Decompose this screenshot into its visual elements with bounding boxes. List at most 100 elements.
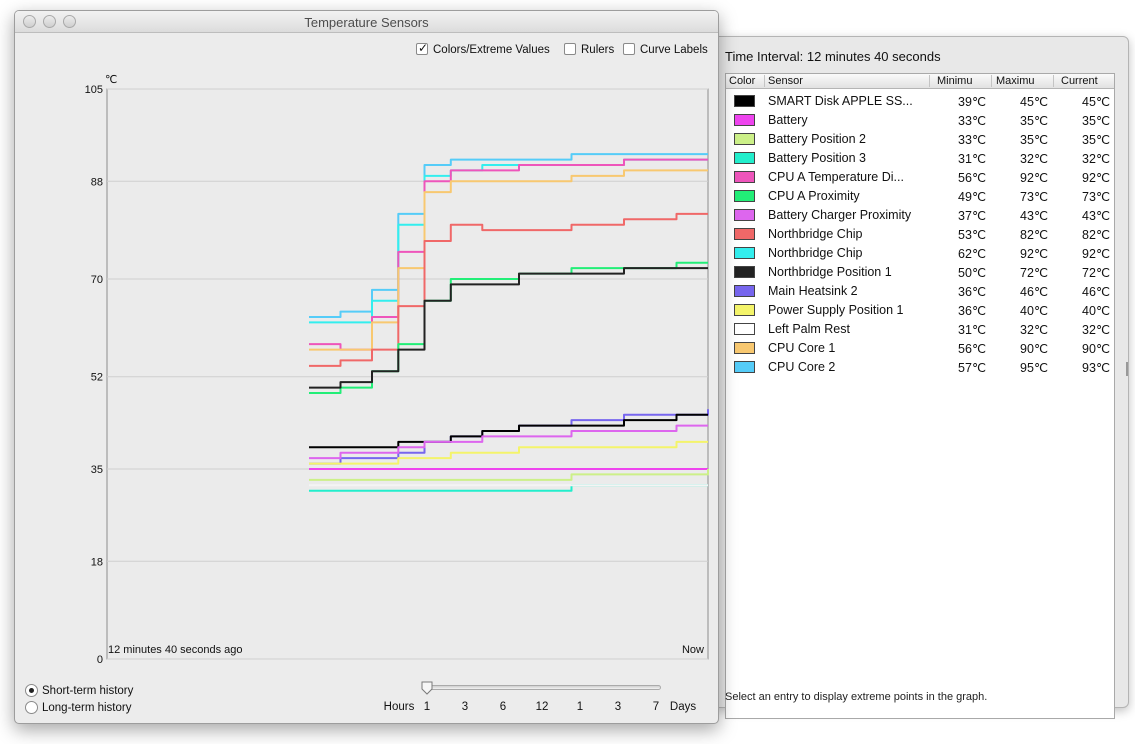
color-swatch[interactable] bbox=[734, 228, 755, 240]
color-swatch[interactable] bbox=[734, 285, 755, 297]
zoom-button[interactable] bbox=[63, 15, 76, 28]
y-tick-label: 18 bbox=[91, 556, 103, 568]
sensor-min: 49℃ bbox=[958, 190, 986, 204]
col-sensor[interactable]: Sensor bbox=[768, 75, 803, 87]
color-swatch[interactable] bbox=[734, 247, 755, 259]
col-current[interactable]: Current bbox=[1061, 75, 1098, 87]
close-button[interactable] bbox=[23, 15, 36, 28]
table-row[interactable]: Northbridge Chip 62℃ 92℃ 92℃ bbox=[726, 244, 1114, 263]
curve-labels-label: Curve Labels bbox=[640, 44, 708, 56]
color-swatch[interactable] bbox=[734, 323, 755, 335]
table-row[interactable]: SMART Disk APPLE SS... 39℃ 45℃ 45℃ bbox=[726, 92, 1114, 111]
sensor-current: 92℃ bbox=[1082, 171, 1110, 185]
sensor-max: 95℃ bbox=[1020, 361, 1048, 375]
sensor-name: Battery bbox=[768, 113, 808, 127]
table-row[interactable]: CPU Core 1 56℃ 90℃ 90℃ bbox=[726, 339, 1114, 358]
slider-tick-label: 12 bbox=[535, 701, 549, 713]
sensor-name: Battery Charger Proximity bbox=[768, 208, 912, 222]
color-swatch[interactable] bbox=[734, 209, 755, 221]
table-row[interactable]: Battery Charger Proximity 37℃ 43℃ 43℃ bbox=[726, 206, 1114, 225]
color-swatch[interactable] bbox=[734, 304, 755, 316]
curve-labels-checkbox[interactable]: Curve Labels bbox=[623, 43, 708, 56]
colors-extreme-checkbox[interactable]: Colors/Extreme Values bbox=[416, 41, 550, 56]
col-min[interactable]: Minimu bbox=[937, 75, 973, 87]
drawer-resize-handle[interactable] bbox=[1126, 362, 1128, 376]
sensor-current: 45℃ bbox=[1082, 95, 1110, 109]
table-row[interactable]: CPU A Temperature Di... 56℃ 92℃ 92℃ bbox=[726, 168, 1114, 187]
sensor-current: 92℃ bbox=[1082, 247, 1110, 261]
sensor-max: 82℃ bbox=[1020, 228, 1048, 242]
col-max[interactable]: Maximu bbox=[996, 75, 1035, 87]
y-tick-label: 70 bbox=[91, 274, 103, 286]
sensor-max: 35℃ bbox=[1020, 114, 1048, 128]
sensor-current: 90℃ bbox=[1082, 342, 1110, 356]
sensor-max: 32℃ bbox=[1020, 152, 1048, 166]
hours-label: Hours bbox=[383, 701, 415, 713]
color-swatch[interactable] bbox=[734, 171, 755, 183]
sensor-max: 73℃ bbox=[1020, 190, 1048, 204]
sensor-name: Battery Position 3 bbox=[768, 151, 866, 165]
table-row[interactable]: Battery Position 3 31℃ 32℃ 32℃ bbox=[726, 149, 1114, 168]
color-swatch[interactable] bbox=[734, 342, 755, 354]
sensor-max: 92℃ bbox=[1020, 171, 1048, 185]
table-row[interactable]: Battery 33℃ 35℃ 35℃ bbox=[726, 111, 1114, 130]
series-line bbox=[309, 267, 708, 389]
table-row[interactable]: Battery Position 2 33℃ 35℃ 35℃ bbox=[726, 130, 1114, 149]
sensor-max: 40℃ bbox=[1020, 304, 1048, 318]
sensor-name: Left Palm Rest bbox=[768, 322, 850, 336]
sensor-name: SMART Disk APPLE SS... bbox=[768, 94, 913, 108]
sensor-min: 62℃ bbox=[958, 247, 986, 261]
series-line bbox=[309, 212, 708, 367]
sensor-min: 56℃ bbox=[958, 342, 986, 356]
sensor-current: 43℃ bbox=[1082, 209, 1110, 223]
temperature-chart[interactable]: 105 88 70 52 35 18 0 ℃ 12 minutes 40 seconds ago… bbox=[15, 33, 718, 673]
table-row[interactable]: Power Supply Position 1 36℃ 40℃ 40℃ bbox=[726, 301, 1114, 320]
short-term-label: Short-term history bbox=[42, 685, 134, 697]
table-header: Color Sensor Minimu Maximu Current bbox=[726, 74, 1114, 89]
minimize-button[interactable] bbox=[43, 15, 56, 28]
sensor-min: 50℃ bbox=[958, 266, 986, 280]
sensor-name: CPU Core 2 bbox=[768, 360, 836, 374]
color-swatch[interactable] bbox=[734, 190, 755, 202]
sensor-current: 73℃ bbox=[1082, 190, 1110, 204]
color-swatch[interactable] bbox=[734, 95, 755, 107]
short-term-radio[interactable]: Short-term history bbox=[25, 684, 133, 697]
sensor-current: 40℃ bbox=[1082, 304, 1110, 318]
table-row[interactable]: Left Palm Rest 31℃ 32℃ 32℃ bbox=[726, 320, 1114, 339]
color-swatch[interactable] bbox=[734, 152, 755, 164]
color-swatch[interactable] bbox=[734, 361, 755, 373]
color-swatch[interactable] bbox=[734, 266, 755, 278]
sensor-max: 45℃ bbox=[1020, 95, 1048, 109]
sensor-min: 33℃ bbox=[958, 133, 986, 147]
sensor-current: 35℃ bbox=[1082, 114, 1110, 128]
main-window: Temperature Sensors Colors/Extreme Value… bbox=[14, 10, 719, 724]
sensor-max: 46℃ bbox=[1020, 285, 1048, 299]
window-title: Temperature Sensors bbox=[304, 15, 429, 30]
time-interval-label: Time Interval: 12 minutes 40 seconds bbox=[725, 49, 941, 64]
y-tick-label: 35 bbox=[91, 464, 103, 476]
rulers-checkbox[interactable]: Rulers bbox=[564, 43, 614, 56]
table-row[interactable]: Northbridge Chip 53℃ 82℃ 82℃ bbox=[726, 225, 1114, 244]
sensor-min: 39℃ bbox=[958, 95, 986, 109]
sensor-min: 37℃ bbox=[958, 209, 986, 223]
checkbox-checked-icon bbox=[416, 41, 428, 55]
series-line bbox=[309, 169, 708, 351]
table-row[interactable]: Northbridge Position 1 50℃ 72℃ 72℃ bbox=[726, 263, 1114, 282]
color-swatch[interactable] bbox=[734, 133, 755, 145]
slider-tick-label: 3 bbox=[461, 701, 469, 713]
long-term-radio[interactable]: Long-term history bbox=[25, 701, 131, 714]
sensor-current: 82℃ bbox=[1082, 228, 1110, 242]
table-row[interactable]: CPU Core 2 57℃ 95℃ 93℃ bbox=[726, 358, 1114, 377]
color-swatch[interactable] bbox=[734, 114, 755, 126]
y-tick-label: 52 bbox=[91, 372, 103, 384]
slider-tick-label: 7 bbox=[652, 701, 660, 713]
title-bar[interactable]: Temperature Sensors bbox=[15, 11, 718, 33]
slider-knob-icon[interactable] bbox=[421, 681, 433, 695]
series-line bbox=[309, 413, 708, 449]
col-color[interactable]: Color bbox=[729, 75, 756, 87]
table-row[interactable]: Main Heatsink 2 36℃ 46℃ 46℃ bbox=[726, 282, 1114, 301]
history-slider-track[interactable] bbox=[427, 685, 661, 690]
checkbox-icon bbox=[564, 43, 576, 55]
sensor-table[interactable]: Color Sensor Minimu Maximu Current SMART… bbox=[725, 73, 1115, 719]
table-row[interactable]: CPU A Proximity 49℃ 73℃ 73℃ bbox=[726, 187, 1114, 206]
